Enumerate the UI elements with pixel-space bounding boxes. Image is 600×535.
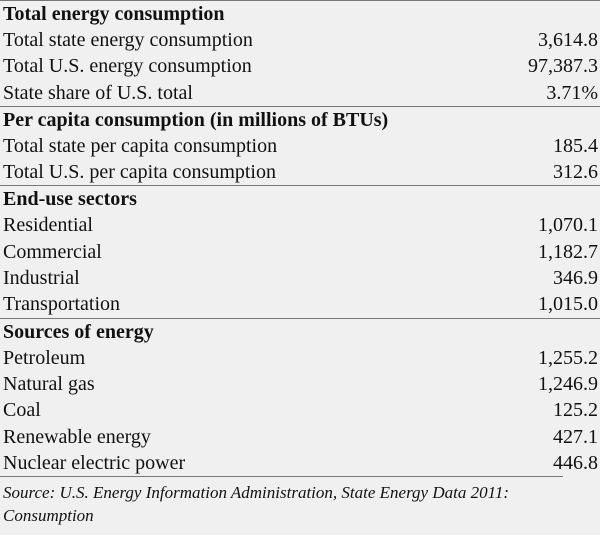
row-value: 312.6 (553, 161, 598, 184)
section-heading: Per capita consumption (in millions of B… (3, 108, 389, 131)
row-value: 185.4 (553, 134, 598, 157)
table-row: Total state per capita consumption 185.4 (0, 133, 600, 159)
table-row: Petroleum 1,255.2 (0, 345, 600, 371)
row-value: 1,255.2 (538, 346, 598, 369)
row-value: 1,182.7 (538, 240, 598, 263)
table-row: Transportation 1,015.0 (0, 291, 600, 317)
row-value: 346.9 (553, 267, 598, 290)
row-value: 427.1 (553, 425, 598, 448)
row-value: 125.2 (553, 399, 598, 422)
section-per-capita: Per capita consumption (in millions of B… (0, 105, 600, 186)
row-value: 446.8 (553, 451, 598, 474)
table-row: Renewable energy 427.1 (0, 424, 600, 450)
table-row: Total U.S. energy consumption 97,387.3 (0, 53, 600, 79)
row-value: 1,246.9 (538, 372, 598, 395)
source-note: Source: U.S. Energy Information Administ… (0, 476, 563, 527)
row-label: Total state per capita consumption (3, 134, 278, 157)
row-value: 97,387.3 (528, 55, 598, 78)
table-row: Natural gas 1,246.9 (0, 371, 600, 397)
table-row: Coal 125.2 (0, 397, 600, 423)
row-label: Transportation (3, 293, 121, 316)
row-label: Renewable energy (3, 425, 151, 448)
section-heading: Total energy consumption (3, 3, 225, 25)
row-value: 1,015.0 (538, 293, 598, 316)
table-row: State share of U.S. total 3.71% (0, 80, 600, 106)
row-value: 3,614.8 (538, 29, 598, 51)
section-total-energy: Total energy consumption Total state ene… (0, 0, 600, 106)
section-sources: Sources of energy Petroleum 1,255.2 Natu… (0, 317, 600, 476)
row-label: Petroleum (3, 346, 86, 369)
section-heading: Sources of energy (3, 320, 154, 343)
section-heading: End-use sectors (3, 188, 137, 211)
table-row: Industrial 346.9 (0, 265, 600, 291)
row-label: State share of U.S. total (3, 81, 193, 104)
row-label: Nuclear electric power (3, 451, 186, 474)
table-row: Total U.S. per capita consumption 312.6 (0, 159, 600, 185)
row-label: Residential (3, 214, 93, 237)
row-label: Industrial (3, 267, 80, 290)
table-row: Residential 1,070.1 (0, 212, 600, 238)
row-label: Coal (3, 399, 41, 422)
section-end-use: End-use sectors Residential 1,070.1 Comm… (0, 185, 600, 317)
table-row: Commercial 1,182.7 (0, 239, 600, 265)
row-label: Natural gas (3, 372, 95, 395)
row-label: Total U.S. energy consumption (3, 55, 252, 78)
row-label: Commercial (3, 240, 102, 263)
row-value: 3.71% (546, 81, 598, 104)
row-label: Total state energy consumption (3, 29, 253, 51)
row-value: 1,070.1 (538, 214, 598, 237)
table-row: Nuclear electric power 446.8 (0, 450, 600, 476)
table-row: Total state energy consumption 3,614.8 (0, 27, 600, 53)
row-label: Total U.S. per capita consumption (3, 161, 276, 184)
